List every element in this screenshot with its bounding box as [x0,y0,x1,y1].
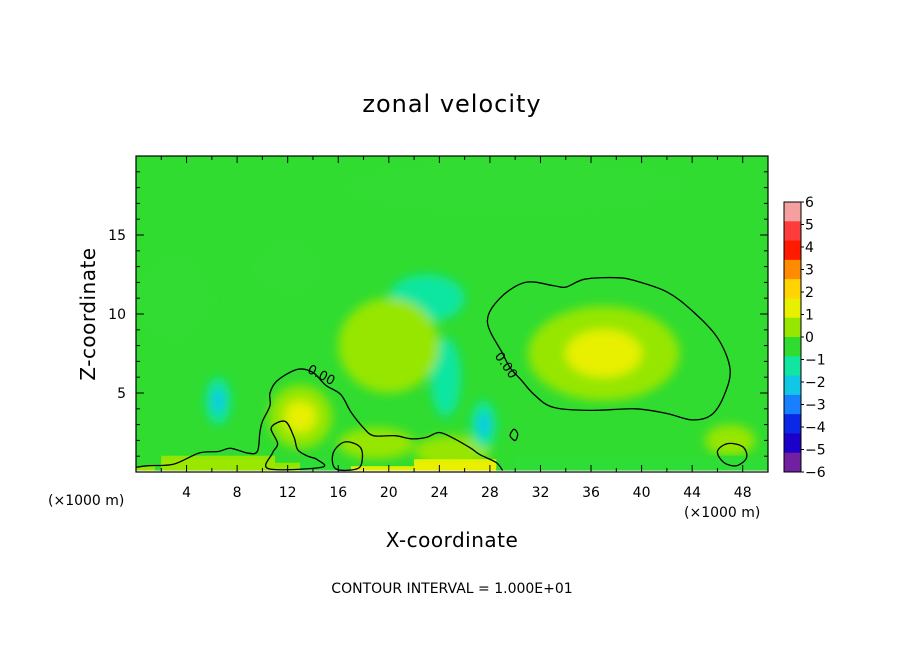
x-tick-label-48: 48 [734,485,752,501]
colorbar-swatch-5 [784,298,801,319]
y-tick-label-10: 10 [108,307,126,323]
contour-blob-30 [509,428,519,442]
colorbar-swatch-11 [784,414,801,434]
colorbar-swatch-10 [784,394,801,415]
surface-jet-7-band-1 [496,466,516,472]
x-tick-label-40: 40 [633,485,651,501]
colorbar-swatch-6 [784,317,801,338]
x-axis-ticks: 4 8 12 16 20 24 28 32 36 40 44 48 [160,156,752,501]
surface-jet-5-band-1 [350,466,415,472]
colorbar-label-10: −4 [805,420,826,436]
colorbar-label-8: −2 [805,375,826,391]
contour-blob-47 [716,442,748,467]
colorbar-swatch-13 [784,452,801,473]
colorbar-label-4: 2 [805,285,814,301]
x-tick-label-44: 44 [683,485,701,501]
field-feature-0-level-2 [565,329,642,378]
surface-jet-0-band-1 [136,466,155,472]
x-tick-label-36: 36 [582,485,600,501]
contour-lines [136,276,748,472]
colorbar-swatch-3 [784,259,801,280]
field-feature-6-level-1 [430,337,461,417]
surface-jet-8-band-4 [515,455,768,472]
surface-jet-1-band-4 [161,455,276,472]
colorbar-label-3: 3 [805,263,814,279]
colorbar-label-7: −1 [805,353,826,369]
contour-blob-12 [264,420,326,471]
x-tick-label-4: 4 [182,485,191,501]
colorbar-swatch-7 [784,337,801,357]
x-tick-label-28: 28 [481,485,499,501]
velocity-field [136,156,768,472]
x-tick-label-32: 32 [532,485,550,501]
colorbar: 6 5 4 3 2 1 0 −1 −2 −3 −4 −5 −6 [783,195,826,481]
contour-big-loop [486,276,731,421]
x-tick-label-8: 8 [233,485,242,501]
field-feature-5-level-2 [477,412,490,437]
colorbar-swatch-9 [784,375,801,396]
field-feature-4-level-2 [211,389,225,413]
contour-interval-note: CONTOUR INTERVAL = 1.000E+01 [331,581,572,597]
y-axis-ticks: 5 10 15 [108,171,768,457]
y-axis-label: Z-coordinate [76,247,100,380]
x-tick-label-12: 12 [279,485,297,501]
colorbar-label-11: −5 [805,443,826,459]
colorbar-swatch-4 [784,279,801,299]
colorbar-swatch-12 [784,433,801,454]
colorbar-label-12: −6 [805,465,826,481]
y-tick-label-15: 15 [108,228,126,244]
x-tick-label-16: 16 [329,485,347,501]
colorbar-swatch-8 [784,356,801,377]
field-feature-11-level-1 [338,298,440,393]
colorbar-label-2: 4 [805,240,814,256]
x-tick-label-24: 24 [430,485,448,501]
field-feature-2-level-1 [338,427,415,460]
colorbar-swatch-2 [784,240,801,261]
surface-jet-6-band-3 [414,459,497,472]
colorbar-label-5: 1 [805,308,814,324]
colorbar-label-0: 6 [805,195,814,211]
field-feature-9-level-1 [249,235,326,299]
contour-blob-17 [331,441,364,472]
x-unit-right: (×1000 m) [684,505,760,521]
field-feature-1-level-2 [284,400,317,433]
x-axis-label: X-coordinate [386,528,519,552]
field-feature-10-level-1 [338,156,693,220]
field-feature-8-level-1 [136,250,212,346]
chart-title: zonal velocity [362,90,541,118]
colorbar-swatch-1 [784,221,801,242]
colorbar-label-1: 5 [805,218,814,234]
contour-left-blob [136,368,504,471]
x-tick-label-20: 20 [380,485,398,501]
colorbar-label-6: 0 [805,330,814,346]
colorbar-label-9: −3 [805,398,826,414]
y-tick-label-5: 5 [117,386,126,402]
field-feature-12-level-1 [704,424,756,457]
colorbar-swatch-0 [784,202,801,222]
x-unit-left: (×1000 m) [48,493,124,509]
